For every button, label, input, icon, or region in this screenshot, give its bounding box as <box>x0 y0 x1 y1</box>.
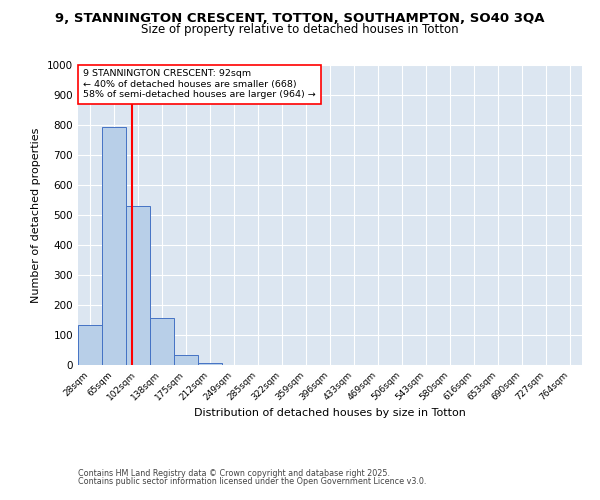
Text: Contains public sector information licensed under the Open Government Licence v3: Contains public sector information licen… <box>78 477 427 486</box>
Bar <box>78 324 102 365</box>
Text: 9, STANNINGTON CRESCENT, TOTTON, SOUTHAMPTON, SO40 3QA: 9, STANNINGTON CRESCENT, TOTTON, SOUTHAM… <box>55 12 545 26</box>
Text: 9 STANNINGTON CRESCENT: 92sqm
← 40% of detached houses are smaller (668)
58% of : 9 STANNINGTON CRESCENT: 92sqm ← 40% of d… <box>83 70 316 100</box>
Bar <box>150 318 174 365</box>
Bar <box>126 206 150 365</box>
Bar <box>102 126 126 365</box>
Text: Size of property relative to detached houses in Totton: Size of property relative to detached ho… <box>141 22 459 36</box>
X-axis label: Distribution of detached houses by size in Totton: Distribution of detached houses by size … <box>194 408 466 418</box>
Text: Contains HM Land Registry data © Crown copyright and database right 2025.: Contains HM Land Registry data © Crown c… <box>78 468 390 477</box>
Bar <box>198 362 222 365</box>
Y-axis label: Number of detached properties: Number of detached properties <box>31 128 41 302</box>
Bar <box>174 354 198 365</box>
